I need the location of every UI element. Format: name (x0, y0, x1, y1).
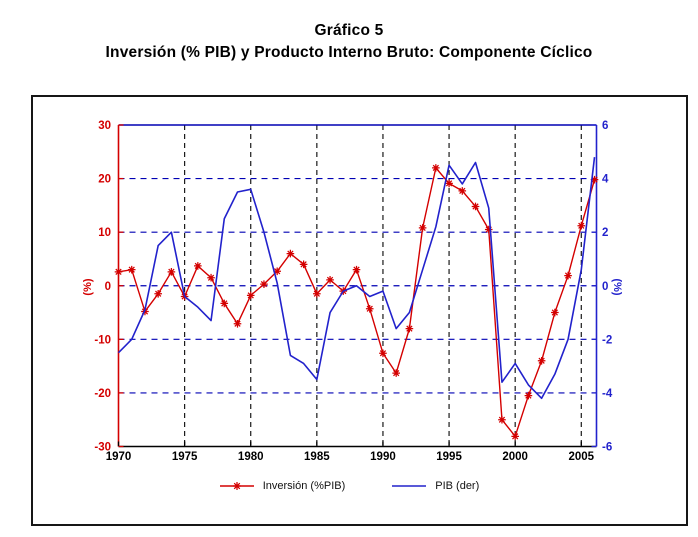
legend-item-pib: PIB (der) (391, 480, 479, 492)
data-point-asterisk-marker (194, 262, 202, 270)
left-axis-tick-label: 30 (98, 120, 111, 132)
x-axis-tick-label: 1990 (370, 451, 396, 463)
data-point-asterisk-marker (458, 187, 467, 195)
data-point-asterisk-marker (233, 319, 242, 328)
data-point-asterisk-marker (207, 273, 215, 282)
chart-subtitle: Inversión (% PIB) y Producto Interno Bru… (105, 44, 593, 61)
right-axis-tick-label: -4 (602, 388, 613, 400)
x-axis-tick-label: 2005 (568, 451, 594, 463)
data-point-asterisk-marker (498, 415, 506, 424)
data-point-asterisk-marker (299, 260, 308, 269)
data-point-asterisk-marker (551, 308, 559, 317)
left-axis-tick-label: -10 (94, 334, 111, 346)
data-point-asterisk-marker (590, 175, 599, 184)
legend-line-icon (392, 485, 427, 487)
data-point-asterisk-marker (286, 249, 295, 258)
left-axis-tick-label: 20 (98, 174, 111, 186)
right-axis-tick-label: 6 (602, 120, 608, 132)
data-point-asterisk-marker (577, 221, 586, 230)
x-axis-tick-label: 2000 (502, 451, 528, 463)
data-point-asterisk-marker (313, 289, 321, 298)
data-point-asterisk-marker (471, 202, 480, 211)
x-axis-tick-label: 1995 (436, 451, 462, 463)
left-axis-tick-label: -30 (94, 442, 111, 454)
data-point-asterisk-marker (246, 291, 255, 300)
legend-asterisk-icon (232, 482, 241, 490)
data-point-asterisk-marker (365, 304, 374, 313)
left-axis-tick-label: 0 (105, 281, 111, 293)
data-point-asterisk-marker (484, 225, 493, 234)
legend-label-pib: PIB (der) (435, 480, 480, 492)
data-point-asterisk-marker (445, 179, 453, 188)
data-point-asterisk-marker (273, 267, 281, 276)
x-axis-tick-label: 1970 (106, 451, 132, 463)
x-axis-tick-label: 1985 (304, 451, 330, 463)
right-axis-tick-label: -2 (602, 334, 612, 346)
left-axis-tick-label: 10 (98, 227, 111, 239)
right-axis-tick-label: -6 (602, 442, 612, 454)
data-point-asterisk-marker (379, 349, 387, 358)
data-point-asterisk-marker (537, 356, 546, 365)
legend-item-inversion: Inversión (%PIB) (219, 480, 346, 492)
series-line-pib (117, 157, 596, 400)
legend-line-asterisk-icon (219, 482, 254, 490)
data-point-asterisk-marker (114, 268, 123, 276)
data-point-asterisk-marker (392, 369, 400, 377)
data-point-asterisk-marker (352, 265, 361, 274)
series-markers-inversion (114, 164, 599, 441)
data-point-asterisk-marker (167, 268, 176, 276)
data-point-asterisk-marker (127, 265, 136, 274)
data-point-asterisk-marker (432, 164, 440, 172)
data-point-asterisk-marker (524, 391, 533, 400)
right-axis-tick-label: 0 (602, 281, 608, 293)
data-point-asterisk-marker (564, 271, 572, 280)
right-axis-label: (%) (611, 278, 623, 296)
series-line-inversion (118, 167, 596, 438)
right-axis-tick-label: 4 (602, 174, 609, 186)
data-point-asterisk-marker (418, 224, 427, 232)
right-axis-tick-label: 2 (602, 227, 608, 239)
data-point-asterisk-marker (154, 289, 162, 298)
data-point-asterisk-marker (260, 280, 268, 288)
left-axis-tick-label: -20 (94, 388, 111, 400)
data-point-asterisk-marker (511, 432, 519, 441)
legend: Inversión (%PIB) PIB (der) (0, 480, 698, 492)
data-point-asterisk-marker (326, 276, 334, 284)
x-axis-tick-label: 1975 (172, 451, 198, 463)
figure-box (31, 95, 688, 526)
chart-title: Gráfico 5 (314, 22, 384, 39)
data-point-asterisk-marker (220, 299, 229, 308)
data-point-asterisk-marker (405, 324, 414, 333)
legend-label-inversion: Inversión (%PIB) (262, 480, 346, 492)
left-axis-label: (%) (82, 278, 94, 296)
x-axis-tick-label: 1980 (238, 451, 264, 463)
